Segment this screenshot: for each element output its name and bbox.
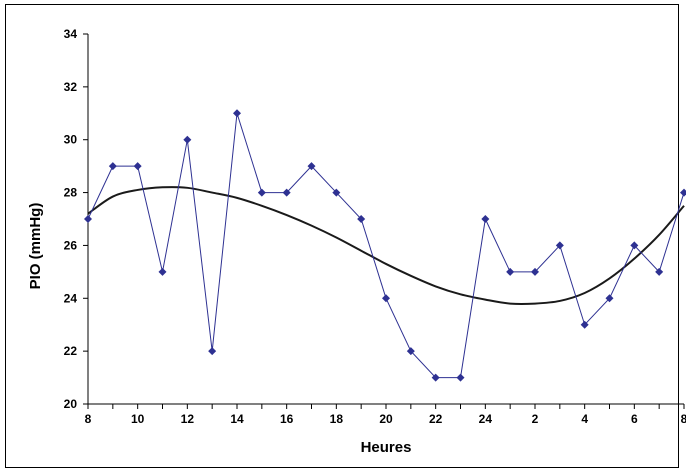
trend-curve [87,186,685,305]
x-tick-label: 16 [280,412,294,426]
y-tick-label: 32 [64,80,78,94]
x-tick-label: 8 [681,412,686,426]
x-tick-label: 20 [379,412,393,426]
data-point-marker [531,267,539,276]
data-point-marker [332,188,341,197]
x-tick-label: 22 [429,412,443,426]
data-point-marker [580,320,589,329]
data-point-marker [555,241,564,250]
data-point-marker [108,162,117,171]
x-axis-title: Heures [361,439,412,456]
data-point-marker [655,267,664,276]
data-point-marker [357,215,366,223]
data-point-marker [233,109,241,118]
y-tick-label: 28 [64,186,78,200]
y-tick-label: 26 [64,238,78,252]
chart-frame [5,4,679,468]
data-point-marker [431,373,440,382]
data-point-marker [456,373,465,382]
x-tick-label: 10 [131,412,145,426]
x-tick-label: 6 [631,412,638,426]
y-tick-label: 22 [64,344,78,358]
series-points [84,109,686,382]
data-point-marker [605,294,614,303]
data-point-marker [133,162,142,171]
data-point-marker [382,294,390,303]
y-tick-label: 34 [64,27,78,41]
data-point-marker [208,347,217,356]
x-tick-label: 2 [532,412,539,426]
x-tick-label: 8 [85,412,92,426]
x-tick-label: 4 [581,412,588,426]
x-tick-label: 18 [330,412,344,426]
data-point-marker [406,347,415,356]
y-axis-ticks: 20 22 24 26 28 30 32 34 [64,27,88,411]
y-tick-label: 24 [64,291,78,305]
data-point-marker [158,267,167,276]
y-tick-label: 30 [64,133,78,147]
data-point-marker [680,188,686,197]
y-axis-title: PIO (mmHg) [27,203,44,290]
data-point-marker [307,162,316,171]
x-tick-label: 12 [181,412,195,426]
data-point-marker [506,267,515,276]
data-point-marker [183,135,192,144]
axes [87,34,684,405]
data-point-marker [257,188,266,197]
x-tick-label: 24 [479,412,493,426]
data-point-marker [481,215,490,223]
x-tick-label: 14 [230,412,244,426]
data-point-marker [282,188,291,197]
y-tick-label: 20 [64,397,78,411]
data-point-marker [84,215,92,223]
data-point-marker [630,241,639,250]
x-axis-ticks: 8 10 12 14 16 18 20 22 24 2 4 6 8 [85,404,686,426]
series-line [87,113,685,379]
